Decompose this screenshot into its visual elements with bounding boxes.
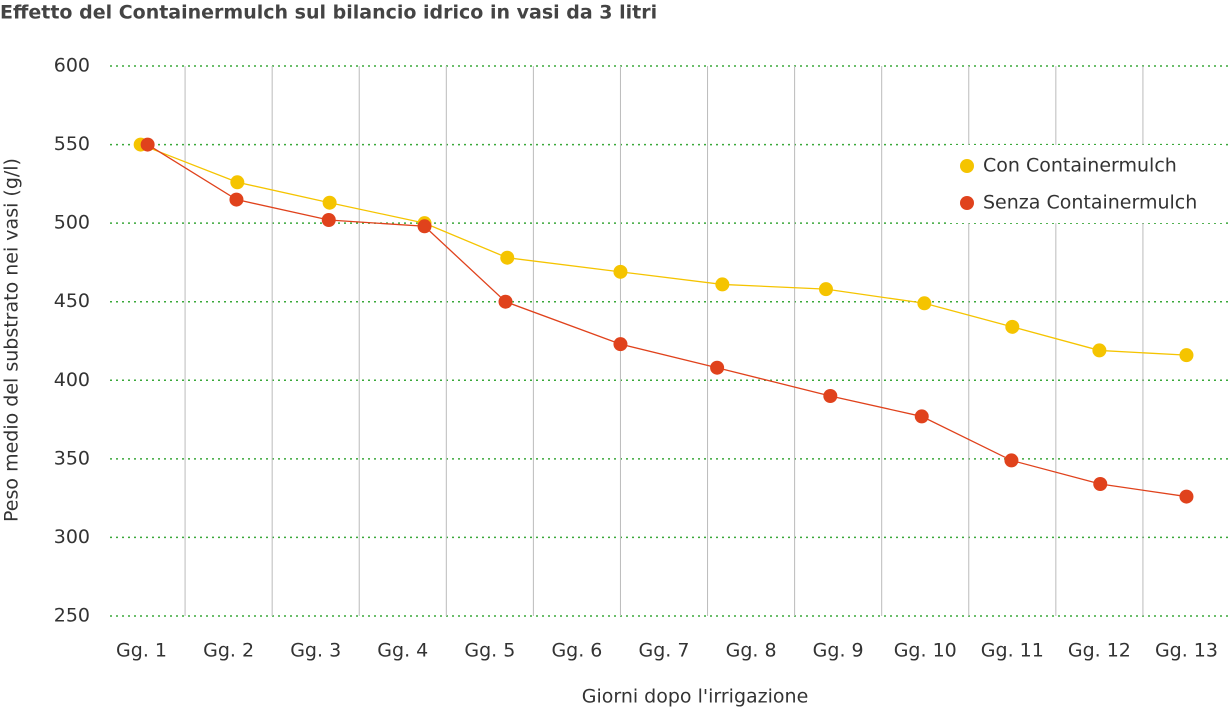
y-tick-label: 550 bbox=[54, 133, 90, 155]
plot bbox=[133, 137, 1194, 504]
x-tick-label: Gg. 5 bbox=[464, 640, 515, 662]
legend-box bbox=[950, 145, 1225, 223]
data-point bbox=[140, 137, 155, 152]
y-tick-label: 500 bbox=[54, 212, 90, 234]
data-point bbox=[1093, 477, 1108, 491]
data-point bbox=[823, 389, 838, 403]
x-tick-label: Gg. 6 bbox=[551, 640, 602, 662]
legend: Con Containermulch Senza Containermulch bbox=[950, 145, 1225, 223]
data-point bbox=[818, 282, 833, 297]
x-tick-label: Gg. 8 bbox=[726, 640, 777, 662]
legend-marker bbox=[960, 159, 974, 173]
x-tick-label: Gg. 10 bbox=[894, 640, 957, 662]
grid: 250 300 350 400 450 500 550 600 Gg. 1 Gg. 2 Gg. 3 G… bbox=[54, 55, 1230, 662]
series-line bbox=[140, 143, 1187, 356]
x-tick-label: Gg. 3 bbox=[290, 640, 341, 662]
data-point bbox=[715, 277, 730, 292]
legend-label: Con Containermulch bbox=[983, 155, 1177, 177]
y-tick-label: 400 bbox=[54, 369, 90, 391]
y-tick-label: 250 bbox=[54, 605, 90, 627]
data-point bbox=[613, 337, 628, 352]
x-tick-label: Gg. 11 bbox=[981, 640, 1044, 662]
x-tick-label: Gg. 7 bbox=[639, 640, 690, 662]
data-point bbox=[500, 250, 515, 265]
data-point bbox=[498, 294, 513, 309]
y-tick-label: 300 bbox=[54, 526, 90, 548]
y-axis-label: Peso medio del substrato nei vasi (g/l) bbox=[1, 158, 23, 522]
chart-title: Effetto del Containermulch sul bilancio … bbox=[0, 2, 657, 24]
data-point bbox=[322, 195, 337, 210]
data-point bbox=[914, 409, 929, 424]
data-point bbox=[417, 219, 432, 234]
data-point bbox=[1092, 343, 1107, 358]
data-point bbox=[710, 360, 725, 375]
x-axis-label: Giorni dopo l'irrigazione bbox=[582, 686, 809, 708]
data-point bbox=[1179, 489, 1194, 504]
data-point bbox=[1005, 319, 1020, 334]
data-point bbox=[230, 175, 245, 190]
data-point bbox=[1004, 453, 1019, 468]
legend-label: Senza Containermulch bbox=[983, 192, 1197, 214]
legend-marker bbox=[960, 196, 974, 210]
x-tick-label: Gg. 12 bbox=[1068, 640, 1131, 662]
x-tick-label: Gg. 1 bbox=[116, 640, 167, 662]
series-line bbox=[147, 144, 1187, 498]
data-point bbox=[917, 296, 932, 311]
y-tick-label: 450 bbox=[54, 290, 90, 312]
data-point bbox=[229, 192, 244, 207]
x-tick-label: Gg. 9 bbox=[813, 640, 864, 662]
data-point bbox=[613, 264, 628, 279]
x-tick-label: Gg. 13 bbox=[1155, 640, 1218, 662]
y-tick-label: 350 bbox=[54, 447, 90, 469]
data-point bbox=[1179, 348, 1194, 363]
x-tick-label: Gg. 2 bbox=[203, 640, 254, 662]
y-tick-label: 600 bbox=[54, 55, 90, 77]
data-point bbox=[321, 213, 336, 227]
x-tick-label: Gg. 4 bbox=[377, 640, 428, 662]
